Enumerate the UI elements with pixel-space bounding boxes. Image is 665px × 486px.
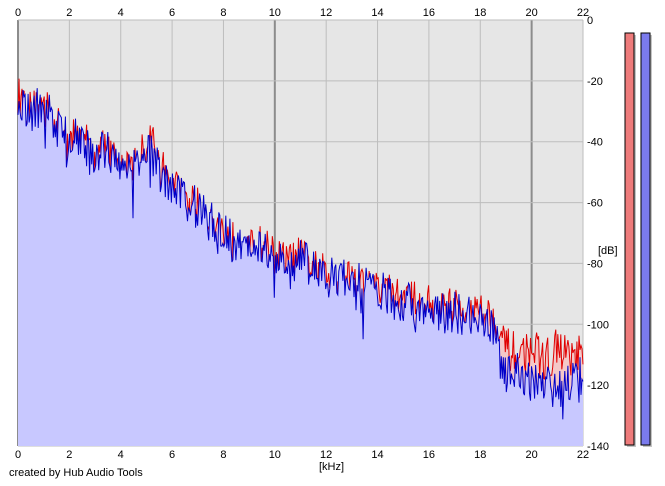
x-tick-label-top: 10 — [269, 7, 281, 19]
y-tick-label: -140 — [587, 441, 609, 453]
x-tick-label-top: 14 — [371, 7, 383, 19]
x-tick-label-top: 18 — [474, 7, 486, 19]
x-tick-label-top: 2 — [66, 7, 72, 19]
credit-text: created by Hub Audio Tools — [9, 467, 143, 479]
x-tick-label-bottom: 0 — [15, 449, 21, 461]
y-tick-label: -60 — [587, 198, 603, 210]
right-level-meter — [640, 32, 651, 446]
left-level-meter — [624, 32, 635, 446]
y-tick-label: -100 — [587, 319, 609, 331]
x-tick-label-bottom: 8 — [220, 449, 226, 461]
y-tick-label: -120 — [587, 380, 609, 392]
x-tick-label-top: 16 — [423, 7, 435, 19]
x-tick-label-bottom: 16 — [423, 449, 435, 461]
x-tick-label-bottom: 20 — [526, 449, 538, 461]
y-axis-title: [dB] — [598, 245, 618, 257]
x-tick-label-bottom: 12 — [320, 449, 332, 461]
x-tick-label-bottom: 4 — [118, 449, 124, 461]
x-tick-labels-bottom: 0 2 4 6 8 10 12 14 16 18 20 22 — [15, 449, 589, 461]
plot-area — [17, 78, 584, 446]
x-tick-label-bottom: 2 — [66, 449, 72, 461]
x-tick-label-top: 6 — [169, 7, 175, 19]
x-tick-label-top: 20 — [526, 7, 538, 19]
y-tick-label: -80 — [587, 258, 603, 270]
x-tick-label-top: 4 — [118, 7, 124, 19]
level-meters — [624, 32, 652, 447]
x-tick-label-bottom: 18 — [474, 449, 486, 461]
y-tick-labels: 0 -20 -40 -60 -80 -100 -120 -140 — [587, 15, 609, 453]
x-tick-labels-top: 0 2 4 6 8 10 12 14 16 18 20 22 — [15, 7, 589, 19]
x-tick-label-top: 0 — [15, 7, 21, 19]
x-tick-label-bottom: 14 — [371, 449, 383, 461]
x-tick-label-top: 8 — [220, 7, 226, 19]
x-tick-label-bottom: 10 — [269, 449, 281, 461]
y-tick-label: -20 — [587, 76, 603, 88]
x-tick-label-top: 22 — [577, 7, 589, 19]
x-tick-label-top: 12 — [320, 7, 332, 19]
y-tick-label: 0 — [587, 15, 593, 27]
right-channel-line — [17, 88, 584, 420]
right-channel-area — [18, 88, 583, 446]
x-tick-label-bottom: 6 — [169, 449, 175, 461]
x-tick-label-bottom: 22 — [577, 449, 589, 461]
y-tick-label: -40 — [587, 137, 603, 149]
x-axis-title: [kHz] — [319, 461, 344, 473]
